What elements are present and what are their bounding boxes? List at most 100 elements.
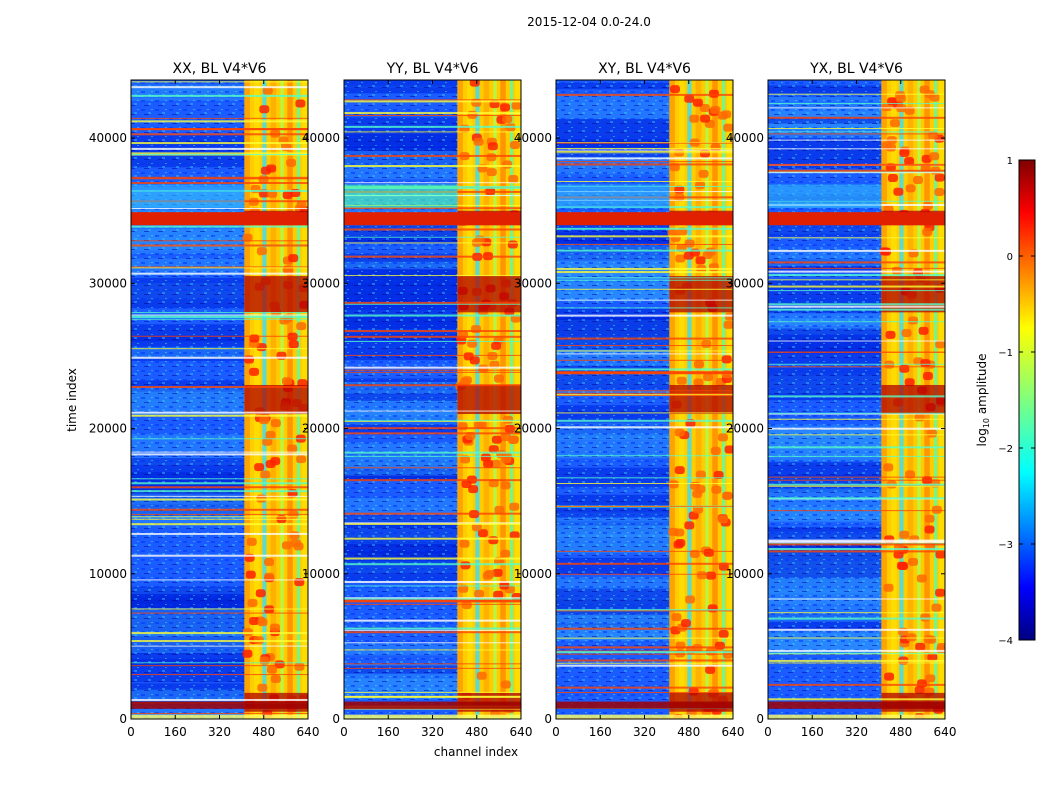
time-stripe xyxy=(768,497,945,500)
time-stripe xyxy=(344,165,521,168)
time-stripe xyxy=(131,94,308,97)
time-stripe xyxy=(768,510,945,512)
time-stripe xyxy=(344,522,521,524)
amplitude-blob xyxy=(708,89,719,98)
time-stripe xyxy=(131,453,308,456)
amplitude-blob xyxy=(510,314,521,323)
time-stripe xyxy=(131,207,308,209)
time-stripe xyxy=(131,712,308,714)
time-stripe xyxy=(344,695,521,698)
time-stripe xyxy=(131,554,308,557)
amplitude-blob xyxy=(919,85,930,94)
time-stripe xyxy=(344,467,521,469)
amplitude-blob xyxy=(695,485,706,494)
time-stripe xyxy=(556,573,733,575)
amplitude-blob xyxy=(511,101,521,110)
time-stripe xyxy=(131,478,308,480)
time-stripe xyxy=(556,653,733,655)
amplitude-blob xyxy=(254,463,265,472)
time-stripe xyxy=(768,412,945,414)
time-stripe xyxy=(768,351,945,353)
time-stripe xyxy=(556,664,733,667)
time-stripe xyxy=(768,139,945,141)
amplitude-blob xyxy=(926,429,937,438)
amplitude-blob xyxy=(931,505,942,514)
amplitude-blob xyxy=(683,251,694,260)
amplitude-blob xyxy=(920,359,931,368)
amplitude-blob xyxy=(266,665,277,674)
amplitude-blob xyxy=(884,672,895,681)
time-stripe xyxy=(768,169,945,172)
time-stripe xyxy=(556,562,733,565)
amplitude-blob xyxy=(899,149,910,158)
amplitude-blob xyxy=(912,176,923,185)
amplitude-blob xyxy=(491,341,502,350)
amplitude-blob xyxy=(508,435,519,444)
amplitude-blob xyxy=(503,415,514,424)
amplitude-blob xyxy=(675,254,686,263)
panel-title: YX, BL V4*V6 xyxy=(809,61,903,77)
amplitude-blob xyxy=(906,633,917,642)
amplitude-blob xyxy=(471,523,482,532)
y-tick-label: 10000 xyxy=(302,567,340,581)
time-stripe xyxy=(556,307,733,309)
time-stripe xyxy=(131,154,308,156)
amplitude-blob xyxy=(265,430,276,439)
amplitude-blob xyxy=(502,160,513,169)
colorbar-tick-label: −4 xyxy=(998,636,1013,647)
amplitude-blob xyxy=(270,675,281,684)
amplitude-blob xyxy=(279,316,290,325)
time-stripe xyxy=(344,537,521,540)
amplitude-blob xyxy=(885,330,896,339)
amplitude-blob xyxy=(486,168,497,177)
amplitude-blob xyxy=(924,525,935,534)
time-stripe xyxy=(768,683,945,686)
time-stripe xyxy=(556,337,733,340)
time-stripe xyxy=(768,476,945,478)
amplitude-blob xyxy=(249,617,260,626)
amplitude-blob xyxy=(291,539,302,548)
time-stripe xyxy=(344,627,521,630)
time-stripe xyxy=(768,455,945,457)
time-stripe xyxy=(131,495,308,497)
amplitude-blob xyxy=(494,505,505,514)
time-stripe xyxy=(344,236,521,238)
time-stripe xyxy=(556,353,733,355)
amplitude-blob xyxy=(259,105,270,114)
time-stripe xyxy=(556,609,733,612)
strong-time-band xyxy=(881,384,945,415)
time-stripe xyxy=(344,410,521,412)
time-stripe xyxy=(131,665,308,667)
strong-time-band xyxy=(669,384,733,415)
amplitude-blob xyxy=(883,463,894,472)
amplitude-blob xyxy=(668,480,679,489)
y-tick-label: 30000 xyxy=(302,276,340,290)
time-stripe xyxy=(768,434,945,436)
amplitude-blob xyxy=(889,119,900,128)
amplitude-blob xyxy=(242,233,253,242)
time-stripe xyxy=(556,277,733,279)
amplitude-blob xyxy=(710,143,721,152)
amplitude-blob xyxy=(476,420,487,429)
amplitude-blob xyxy=(461,600,472,609)
time-stripe xyxy=(131,414,308,417)
colorbar-gradient xyxy=(1018,159,1036,641)
time-stripe xyxy=(556,394,733,396)
amplitude-blob xyxy=(509,531,520,540)
time-stripe xyxy=(556,691,733,693)
time-stripe xyxy=(556,147,733,149)
amplitude-blob xyxy=(287,444,298,453)
amplitude-blob xyxy=(507,240,518,249)
time-stripe xyxy=(131,152,308,155)
panel-0: XX, BL V4*V6 0 160 320 480 640 0 10000 20000 3000… xyxy=(89,61,320,739)
amplitude-blob xyxy=(925,674,936,683)
time-stripe xyxy=(131,315,308,318)
colorbar-tick-label: 1 xyxy=(1007,156,1013,167)
time-stripe xyxy=(131,120,308,123)
time-stripe xyxy=(344,557,521,560)
amplitude-blob xyxy=(500,481,511,490)
time-stripe xyxy=(556,227,733,230)
time-stripe xyxy=(131,272,308,275)
time-stripe xyxy=(768,171,945,173)
